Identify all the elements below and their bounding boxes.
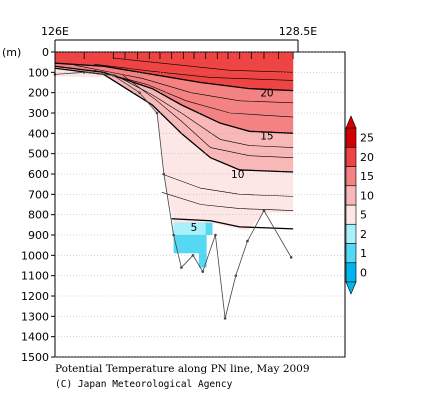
colorbar-label-0: 0: [360, 266, 367, 279]
colorbar-label-1: 1: [360, 247, 367, 260]
fill-band-2-5: [173, 222, 206, 235]
y-tick-label-1100: 1100: [21, 270, 49, 283]
colorbar-arrow-top: [345, 115, 357, 129]
x-tick-label-2: 128.5E: [279, 25, 317, 38]
colorbar-label-2: 2: [360, 228, 367, 241]
y-tick-label-700: 700: [28, 188, 49, 201]
y-axis-label: (m): [2, 46, 21, 59]
colorbar-label-25: 25: [360, 132, 374, 145]
isotherm-thin-5: [113, 74, 294, 148]
isotherm-5: [171, 218, 294, 230]
colorbar-label-10: 10: [360, 189, 374, 202]
bottom-point-11: [214, 233, 217, 237]
bottom-point-2: [82, 71, 86, 74]
bottom-point-16: [289, 256, 293, 259]
bottom-point-10: [201, 270, 205, 273]
y-tick-label-100: 100: [28, 66, 49, 79]
y-tick-label-900: 900: [28, 229, 49, 242]
colorbar-segment-3: [345, 223, 357, 244]
colorbar-segment-7: [345, 146, 357, 167]
colorbar-segment-5: [345, 185, 357, 206]
y-tick-label-1300: 1300: [21, 310, 49, 323]
contour-label-15: 15: [260, 130, 273, 142]
x-axis: 126E 128.5E: [41, 25, 317, 52]
bottom-point-3: [112, 74, 115, 77]
colorbar-arrow-bottom: [345, 281, 357, 295]
bottom-point-14: [246, 239, 249, 243]
contour-label-10: 10: [231, 169, 244, 181]
y-tick-label-1200: 1200: [21, 290, 49, 303]
contour-label-20: 20: [260, 88, 273, 100]
bottom-profile: [53, 71, 293, 320]
isotherm-thin-3: [74, 64, 294, 104]
bottom-point-12: [223, 317, 227, 320]
y-tick-label-1000: 1000: [21, 249, 49, 262]
bottom-line: [54, 71, 292, 319]
y-tick-label-200: 200: [28, 87, 49, 100]
y-axis: 0 100 200 300 400 500 600 700 800 900 1000 1100 1200…: [21, 46, 345, 364]
isotherm-thin-6: [122, 75, 294, 159]
bottom-point-7: [172, 233, 175, 237]
colorbar-label-15: 15: [360, 170, 374, 183]
y-tick-label-1500: 1500: [21, 351, 49, 364]
y-tick-label-1400: 1400: [21, 331, 49, 344]
colorbar-segment-8: [345, 127, 357, 148]
y-tick-label-400: 400: [28, 127, 49, 140]
isotherm-thin-1: [113, 57, 294, 73]
y-tick-label-800: 800: [28, 209, 49, 222]
isotherm-thin-4: [93, 70, 294, 118]
station-ticks: [54, 52, 294, 59]
isotherm-20: [55, 62, 294, 92]
isotherm-thin-7: [161, 173, 294, 197]
fill-band-20-25: [55, 52, 294, 91]
colorbar-label-20: 20: [360, 151, 374, 164]
x-tick-label-1: 126E: [41, 25, 69, 38]
bottom-point-8: [180, 266, 183, 269]
colorbar-label-5: 5: [360, 209, 367, 222]
y-tick-label-600: 600: [28, 168, 49, 181]
isotherm-thin-2: [93, 63, 294, 81]
contour-label-5: 5: [191, 222, 198, 234]
contour-labels: 20 15 10 5: [191, 88, 274, 234]
colorbar-segment-6: [345, 166, 357, 187]
y-tick-label-0: 0: [42, 46, 49, 59]
chart-title: Potential Temperature along PN line, May…: [55, 363, 310, 375]
isotherm-thin-8: [161, 192, 294, 211]
chart-credit: (C) Japan Meteorological Agency: [55, 379, 233, 390]
y-tick-label-500: 500: [28, 148, 49, 161]
colorbar-segment-2: [345, 243, 357, 264]
colorbar-segment-1: [345, 262, 357, 283]
colorbar-segment-4: [345, 204, 357, 225]
bottom-point-15: [262, 209, 266, 212]
y-tick-label-300: 300: [28, 107, 49, 120]
